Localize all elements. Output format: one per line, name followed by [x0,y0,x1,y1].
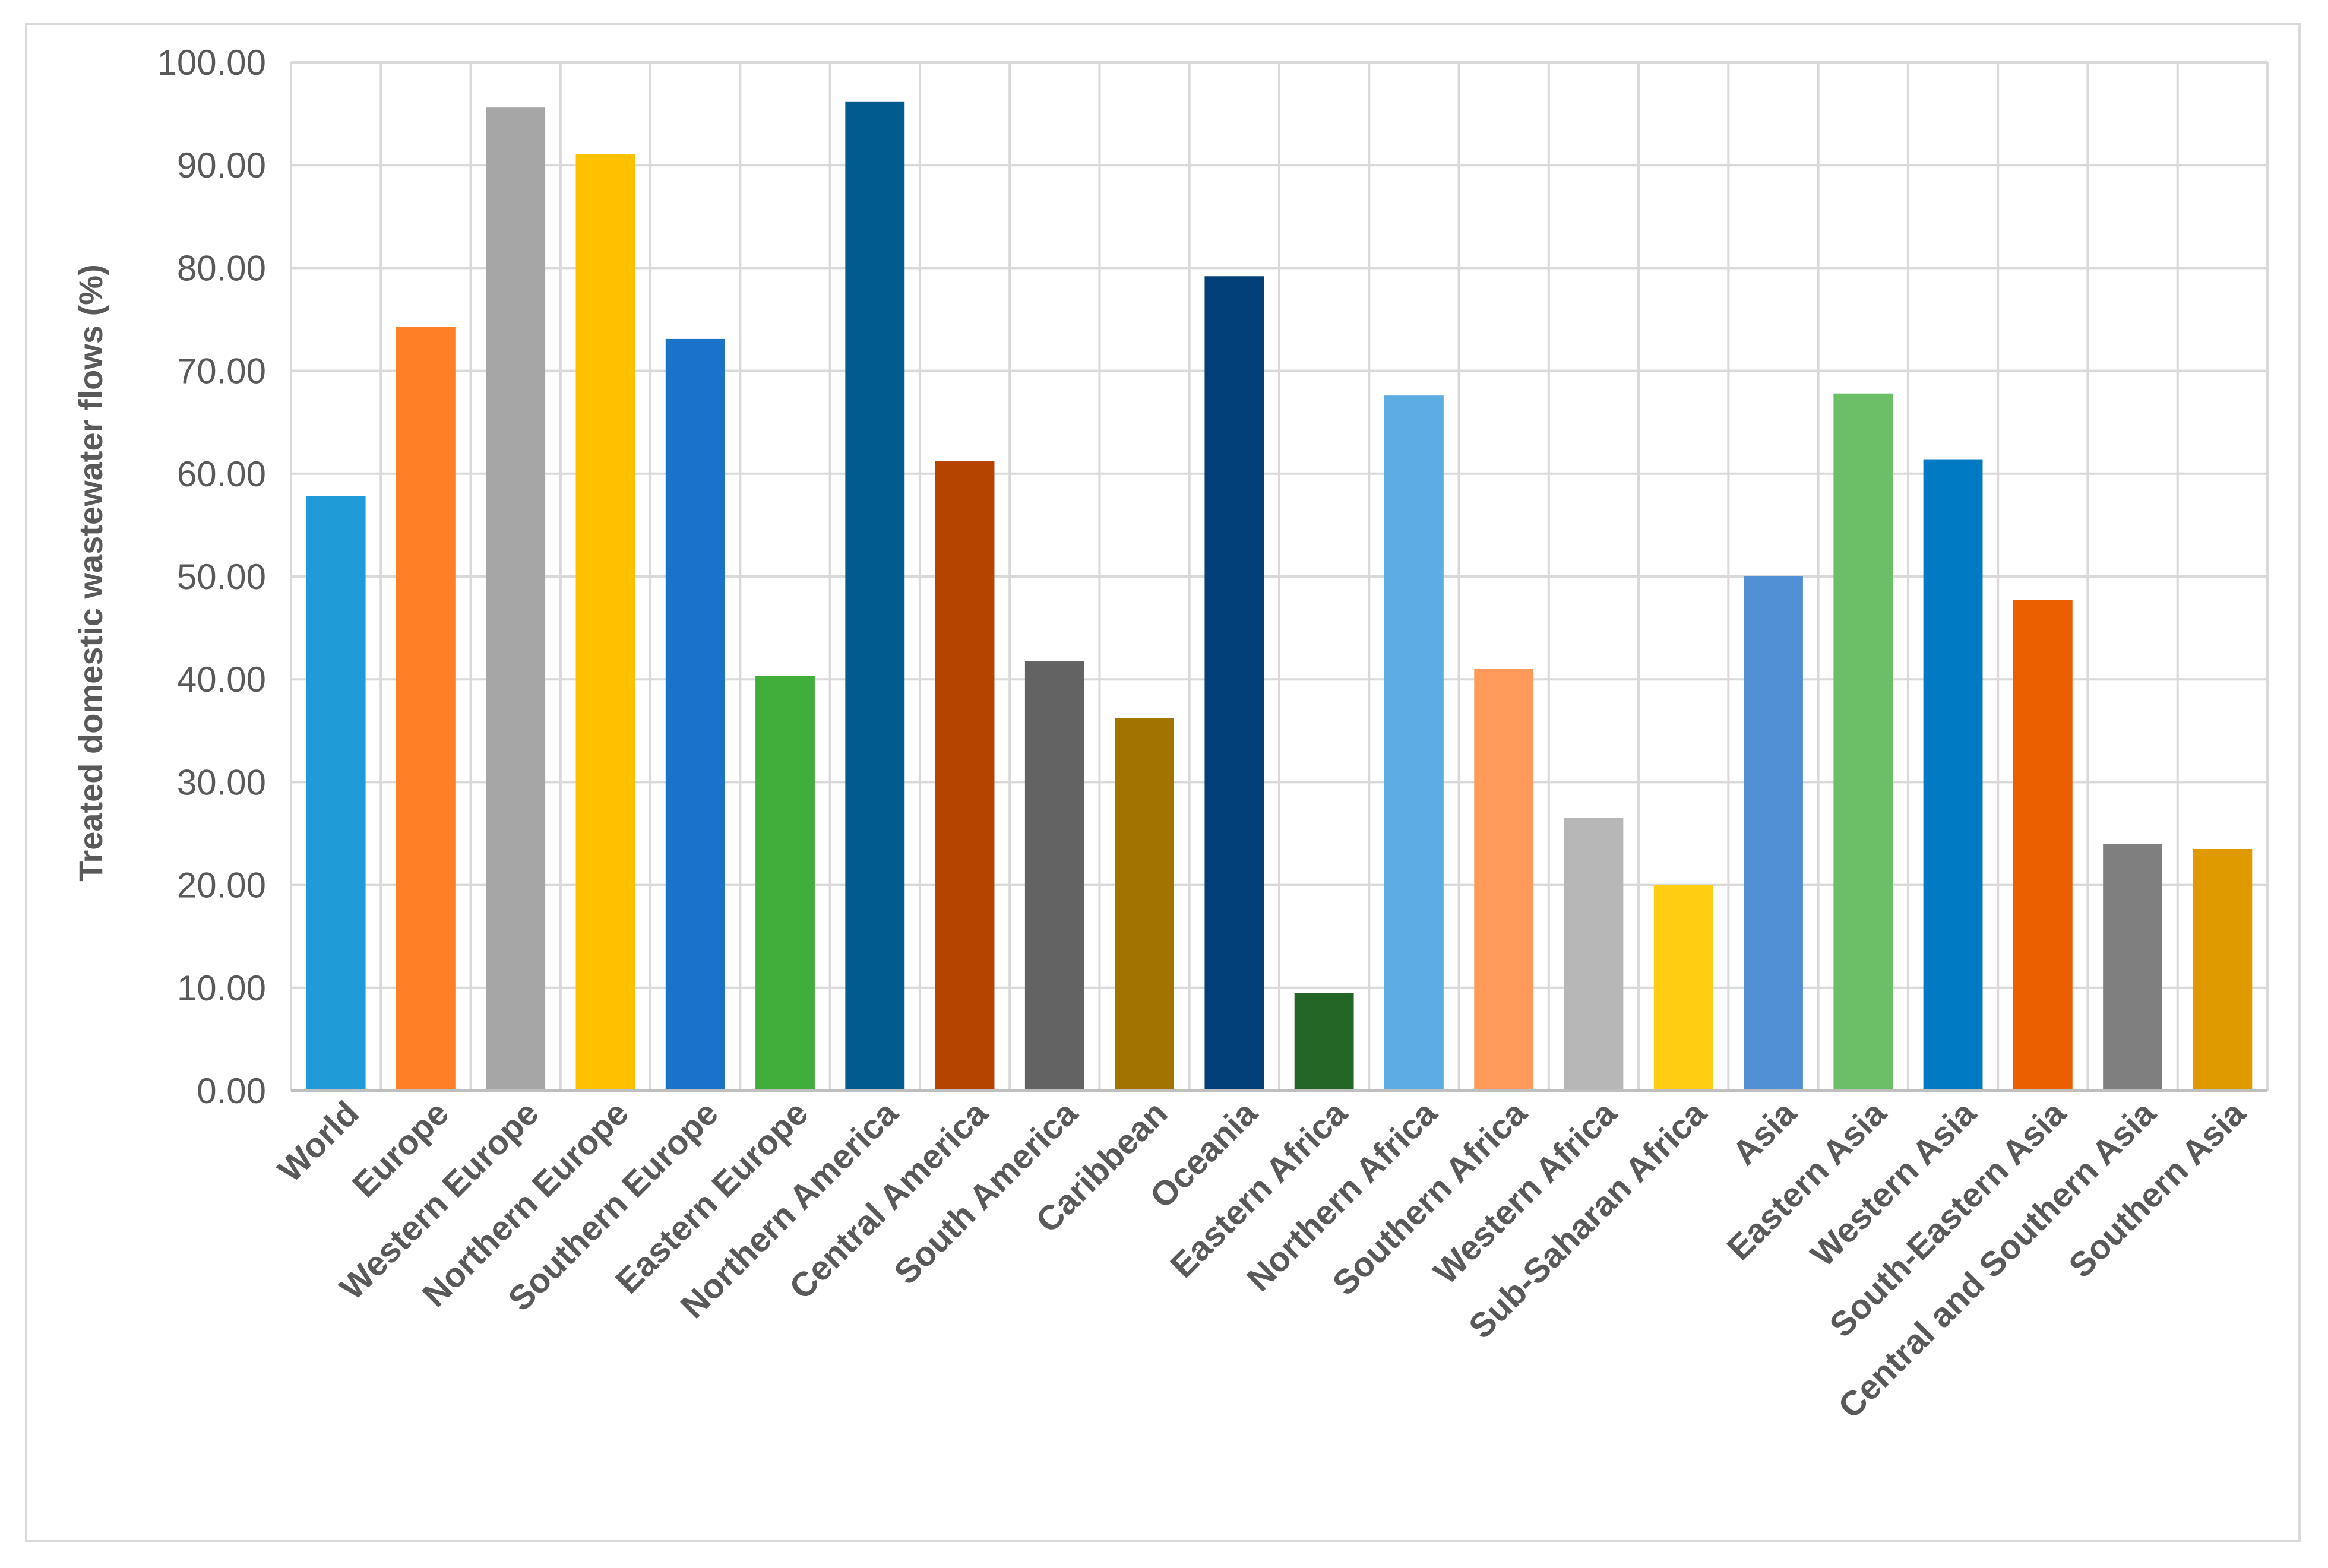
bar [845,101,905,1091]
y-tick-label: 30.00 [177,762,266,802]
bar [665,338,725,1091]
bar [1564,818,1624,1091]
bar [1115,718,1175,1091]
y-tick-label: 90.00 [177,145,266,185]
bars [306,101,2253,1091]
y-tick-label: 60.00 [177,454,266,494]
y-tick-label: 0.00 [197,1071,266,1111]
y-axis-ticks: 0.00 10.00 20.00 30.00 40.00 50.00 60.00 70.00 8… [157,43,266,1111]
bar [935,461,995,1091]
y-axis-title: Treated domestic wastewater flows (%) [72,264,109,881]
bar [1833,393,1893,1091]
y-tick-label: 80.00 [177,248,266,288]
bar [1653,885,1713,1091]
bar [2013,600,2073,1091]
y-tick-label: 100.00 [157,43,266,83]
x-category-label: Asia [1725,1094,1804,1173]
bar [1923,459,1983,1091]
y-tick-label: 40.00 [177,660,266,699]
bar [1294,993,1354,1091]
bar [1024,661,1084,1091]
bar [1474,669,1534,1091]
bar [755,676,815,1091]
bar [1744,576,1803,1091]
x-category-label: Eastern Asia [1720,1094,1894,1268]
bar [486,107,546,1091]
bar [2103,844,2163,1091]
bar [2193,848,2253,1091]
y-tick-label: 20.00 [177,866,266,905]
bar [396,327,456,1091]
bar [306,496,366,1091]
y-tick-label: 70.00 [177,351,266,391]
y-tick-label: 50.00 [177,557,266,597]
bar [1384,395,1444,1091]
bar [1204,276,1264,1091]
y-tick-label: 10.00 [177,968,266,1008]
bar [575,154,635,1091]
